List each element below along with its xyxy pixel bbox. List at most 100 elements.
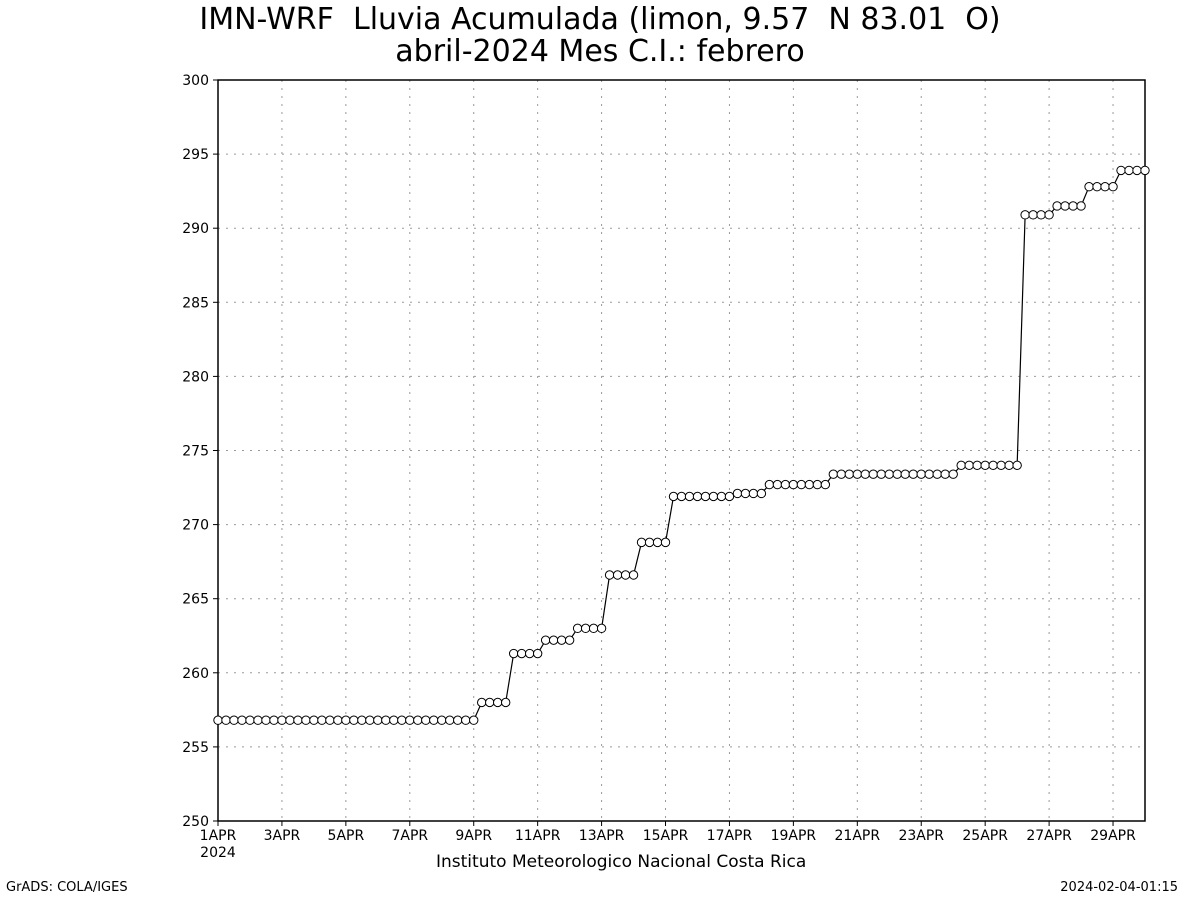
data-point <box>540 635 551 645</box>
data-point <box>397 715 407 725</box>
data-point <box>900 469 910 479</box>
data-point <box>916 469 926 479</box>
data-point <box>948 469 958 479</box>
data-point <box>485 697 495 708</box>
x-tick-label: 29APR <box>1090 828 1136 844</box>
data-point <box>413 715 423 725</box>
data-point <box>285 715 295 725</box>
data-point <box>652 537 663 548</box>
data-point <box>996 460 1006 471</box>
data-point <box>213 715 223 725</box>
data-point <box>508 648 519 659</box>
data-point <box>820 479 831 490</box>
data-point <box>716 491 727 502</box>
data-point <box>1100 182 1110 192</box>
data-point <box>1052 201 1062 211</box>
data-point <box>636 537 647 548</box>
data-point <box>884 469 894 479</box>
y-tick-label: 260 <box>182 666 209 682</box>
data-point <box>860 469 871 479</box>
data-point <box>261 715 271 725</box>
data-point <box>836 469 847 479</box>
data-point <box>828 469 839 479</box>
data-point <box>381 715 391 725</box>
y-tick-label: 280 <box>182 369 209 385</box>
data-point <box>1004 460 1014 471</box>
data-point <box>668 491 679 502</box>
data-point <box>588 623 599 634</box>
data-point <box>844 469 855 479</box>
data-point <box>1132 165 1142 176</box>
data-point <box>269 715 279 725</box>
data-point <box>245 715 255 725</box>
chart-title: IMN-WRF Lluvia Acumulada (limon, 9.57 N … <box>199 2 1001 37</box>
data-point <box>453 715 463 725</box>
timestamp: 2024-02-04-01:15 <box>1060 880 1178 895</box>
data-point <box>1044 210 1054 220</box>
data-point <box>389 715 399 725</box>
data-point <box>572 623 583 634</box>
data-point <box>628 570 639 580</box>
data-point <box>349 715 359 725</box>
x-tick-label: 5APR <box>328 828 365 844</box>
data-point <box>788 479 799 490</box>
data-point <box>612 570 623 580</box>
data-point <box>796 479 807 490</box>
data-point <box>1140 165 1150 176</box>
data-point <box>620 570 631 580</box>
data-point <box>764 479 775 490</box>
data-point <box>724 491 735 502</box>
data-point <box>556 635 567 645</box>
data-point <box>1076 201 1086 211</box>
data-point <box>700 491 711 502</box>
data-point <box>429 715 439 725</box>
data-point <box>341 715 351 725</box>
data-point <box>868 469 878 479</box>
data-point <box>580 623 591 634</box>
y-tick-label: 250 <box>182 814 209 830</box>
data-point <box>1012 460 1022 471</box>
data-point <box>980 460 990 471</box>
x-tick-label: 13APR <box>579 828 625 844</box>
data-point <box>253 715 263 725</box>
data-point <box>852 469 863 479</box>
x-tick-label: 15APR <box>643 828 689 844</box>
data-point <box>644 537 655 548</box>
series-line <box>218 169 1145 721</box>
data-point <box>708 491 719 502</box>
x-year-label: 2024 <box>200 845 236 861</box>
data-point <box>548 635 559 645</box>
data-point <box>309 715 319 725</box>
data-point <box>1092 182 1102 192</box>
y-tick-label: 300 <box>182 73 209 89</box>
chart-subtitle: abril-2024 Mes C.I.: febrero <box>395 34 805 69</box>
data-point <box>804 479 815 490</box>
data-point <box>892 469 902 479</box>
y-tick-label: 270 <box>182 518 209 534</box>
data-point <box>1116 165 1126 176</box>
data-point <box>237 715 247 725</box>
data-point <box>676 491 687 502</box>
y-tick-label: 290 <box>182 221 209 237</box>
data-point <box>516 648 527 659</box>
x-tick-label: 27APR <box>1026 828 1072 844</box>
data-point <box>876 469 886 479</box>
data-point <box>365 715 375 725</box>
x-tick-label: 9APR <box>455 828 492 844</box>
data-point <box>956 460 966 471</box>
plot-frame <box>217 79 1146 822</box>
x-tick-label: 3APR <box>264 828 301 844</box>
x-tick-label: 23APR <box>898 828 944 844</box>
data-point <box>317 715 327 725</box>
data-point <box>1036 210 1046 220</box>
y-tick-label: 275 <box>182 444 209 460</box>
x-tick-label: 25APR <box>962 828 1008 844</box>
x-tick-label: 1APR <box>200 828 237 844</box>
y-tick-label: 295 <box>182 147 209 163</box>
credit-text: Instituto Meteorologico Nacional Costa R… <box>436 852 807 872</box>
data-point <box>1084 182 1094 192</box>
data-point <box>524 648 535 659</box>
data-point <box>301 715 311 725</box>
data-point <box>1060 201 1070 211</box>
data-point <box>604 570 615 580</box>
